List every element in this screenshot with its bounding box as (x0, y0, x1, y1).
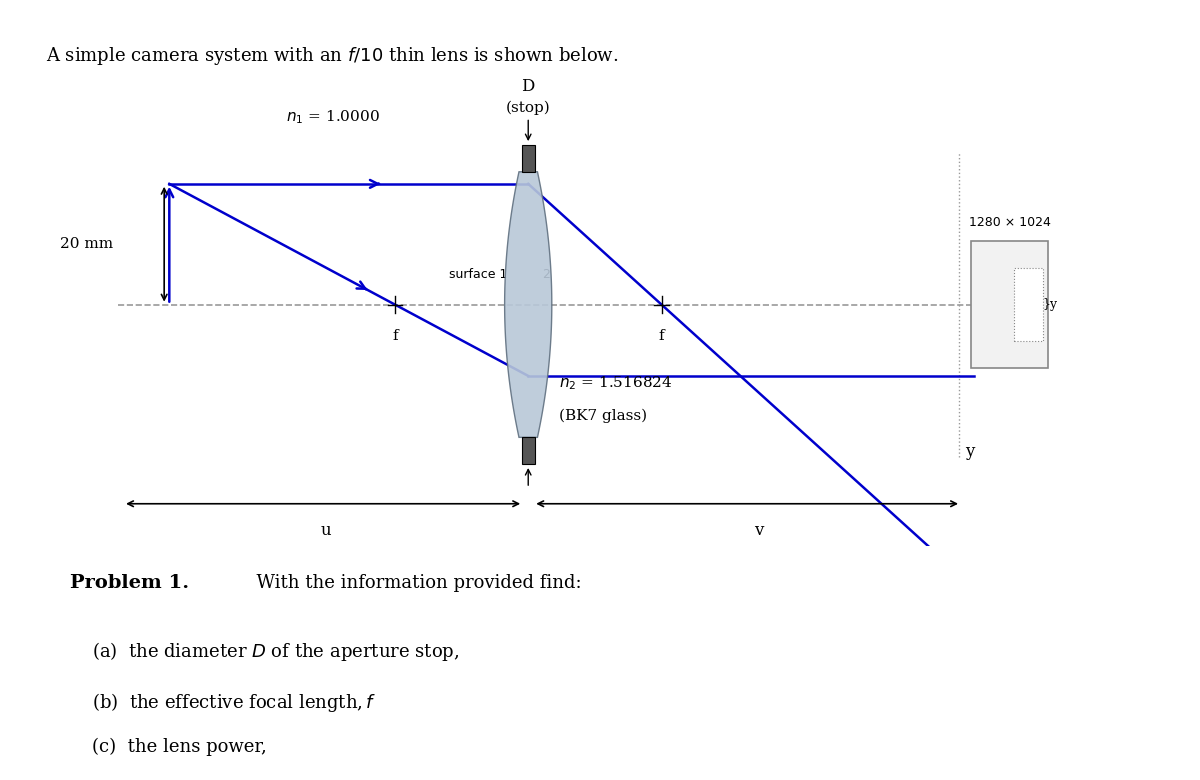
Text: (BK7 glass): (BK7 glass) (559, 409, 647, 423)
Text: 20 mm: 20 mm (60, 237, 113, 251)
Text: 2: 2 (542, 268, 551, 281)
Text: (b)  the effective focal length,$\,f$: (b) the effective focal length,$\,f$ (92, 691, 377, 714)
Polygon shape (505, 172, 552, 438)
Text: u: u (320, 522, 331, 539)
Bar (522, 438, 535, 464)
Text: y: y (965, 443, 974, 459)
Text: 1280 × 1024: 1280 × 1024 (968, 216, 1051, 229)
Bar (522, 145, 535, 172)
Text: With the information provided find:: With the information provided find: (245, 574, 581, 592)
Text: f: f (392, 328, 397, 342)
Text: D: D (522, 77, 535, 94)
Text: (stop): (stop) (506, 101, 551, 115)
Text: Problem 1.: Problem 1. (70, 574, 188, 592)
Bar (971, 241, 1048, 368)
Bar (1014, 268, 1043, 341)
Text: v: v (755, 522, 763, 539)
Text: f: f (659, 328, 665, 342)
Text: $n_2$ = 1.516824: $n_2$ = 1.516824 (559, 374, 672, 392)
Text: (c)  the lens power,: (c) the lens power, (92, 738, 268, 756)
Text: }y: }y (1042, 298, 1057, 311)
Text: $n_1$ = 1.0000: $n_1$ = 1.0000 (287, 108, 380, 126)
Text: A simple camera system with an $f/10$ thin lens is shown below.: A simple camera system with an $f/10$ th… (47, 45, 619, 67)
Text: surface 1: surface 1 (449, 268, 508, 281)
Text: (a)  the diameter $D$ of the aperture stop,: (a) the diameter $D$ of the aperture sto… (92, 640, 460, 662)
